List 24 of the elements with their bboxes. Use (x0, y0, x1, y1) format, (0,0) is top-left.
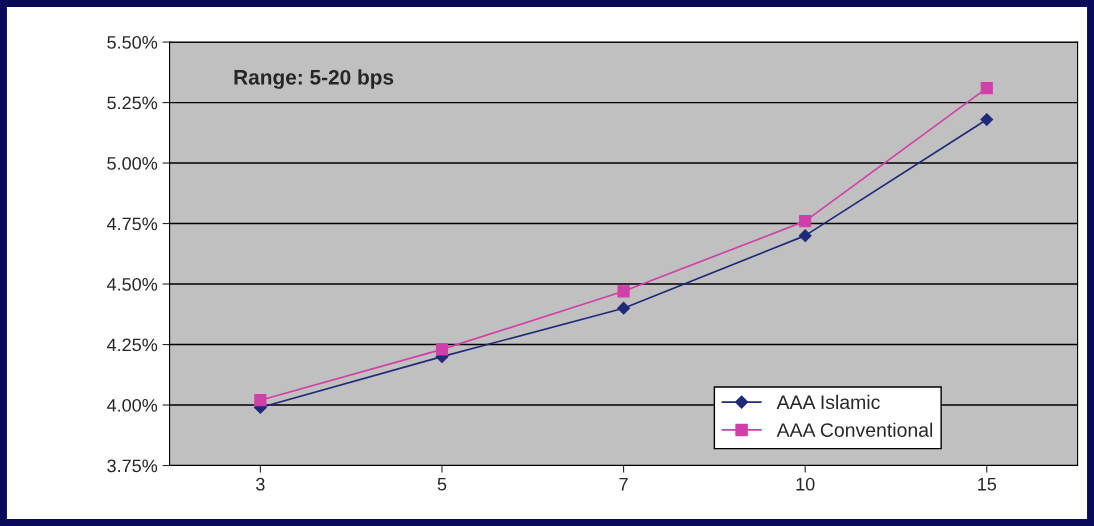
y-tick-label: 5.50% (107, 36, 158, 49)
y-tick-label: 4.25% (106, 338, 158, 352)
y-tick-label: 5.25% (107, 96, 158, 110)
annotation: Range: 5-20 bps (234, 69, 394, 89)
x-tick-label: 15 (978, 477, 997, 491)
point (435, 343, 449, 356)
x-tick-label: 10 (796, 477, 815, 491)
y-tick-label: 4.00% (106, 398, 158, 412)
y-tick-label: 4.75% (106, 217, 158, 231)
y-tick-label: 4.50% (106, 277, 158, 291)
legend-label: AAA Islamic (776, 394, 880, 410)
y-tick-label: 3.75% (107, 459, 158, 473)
x-tick-label: 3 (256, 477, 265, 491)
legend-label: AAA Conventional (776, 422, 933, 437)
point (798, 229, 812, 243)
x-tick-label: 7 (619, 477, 628, 491)
point (254, 394, 267, 407)
point (980, 113, 994, 126)
y-tick-label: 5.00% (107, 156, 158, 170)
point (617, 301, 630, 315)
point (617, 285, 630, 298)
point (799, 215, 812, 228)
point (980, 81, 993, 95)
x-tick-label: 5 (437, 477, 447, 491)
